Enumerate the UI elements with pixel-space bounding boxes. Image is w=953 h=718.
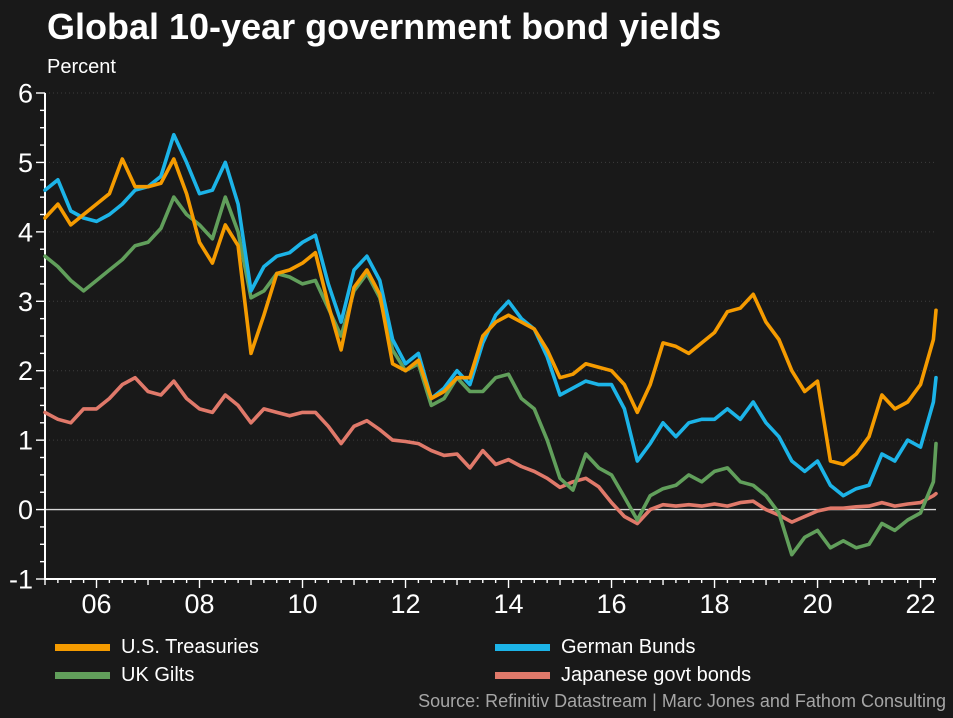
japanese-govt-bonds-line-swatch [495, 671, 550, 679]
legend-label: German Bunds [561, 636, 696, 658]
x-tick-label: 16 [597, 589, 627, 619]
us-treasuries-line [43, 157, 938, 467]
x-tick-label: 22 [906, 589, 936, 619]
japanese-govt-bonds-line [43, 375, 938, 526]
x-tick-label: 08 [184, 589, 214, 619]
x-tick-label: 10 [287, 589, 317, 619]
y-tick-label: 1 [18, 426, 33, 456]
us-treasuries-line-swatch [55, 643, 110, 651]
x-tick-label: 12 [390, 589, 420, 619]
legend-item-german-bunds: German Bunds [495, 636, 696, 658]
x-tick-label: 14 [494, 589, 524, 619]
x-tick-label: 06 [81, 589, 111, 619]
legend-label: Japanese govt bonds [561, 664, 752, 686]
y-tick-label: 4 [18, 217, 33, 247]
page-title: Global 10-year government bond yields [47, 6, 722, 47]
german-bunds-line-swatch [495, 643, 550, 651]
source-credit: Source: Refinitiv Datastream | Marc Jone… [418, 691, 946, 711]
x-tick-label: 20 [803, 589, 833, 619]
y-tick-label: 2 [18, 356, 33, 386]
y-tick-label: 6 [18, 79, 33, 109]
y-axis-unit-label: Percent [47, 56, 116, 78]
x-tick-label: 18 [700, 589, 730, 619]
legend-item-japanese-govt-bonds: Japanese govt bonds [495, 664, 751, 686]
legend-label: U.S. Treasuries [121, 636, 259, 658]
legend-item-us-treasuries: U.S. Treasuries [55, 636, 259, 658]
y-tick-label: -1 [9, 565, 33, 595]
y-tick-label: 5 [18, 148, 33, 178]
uk-gilts-line [43, 195, 938, 557]
legend-label: UK Gilts [121, 664, 195, 686]
german-bunds-line [43, 132, 938, 498]
y-tick-label: 3 [18, 287, 33, 317]
y-tick-label: 0 [18, 495, 33, 525]
legend-item-uk-gilts: UK Gilts [55, 664, 194, 686]
uk-gilts-line-swatch [55, 671, 110, 679]
